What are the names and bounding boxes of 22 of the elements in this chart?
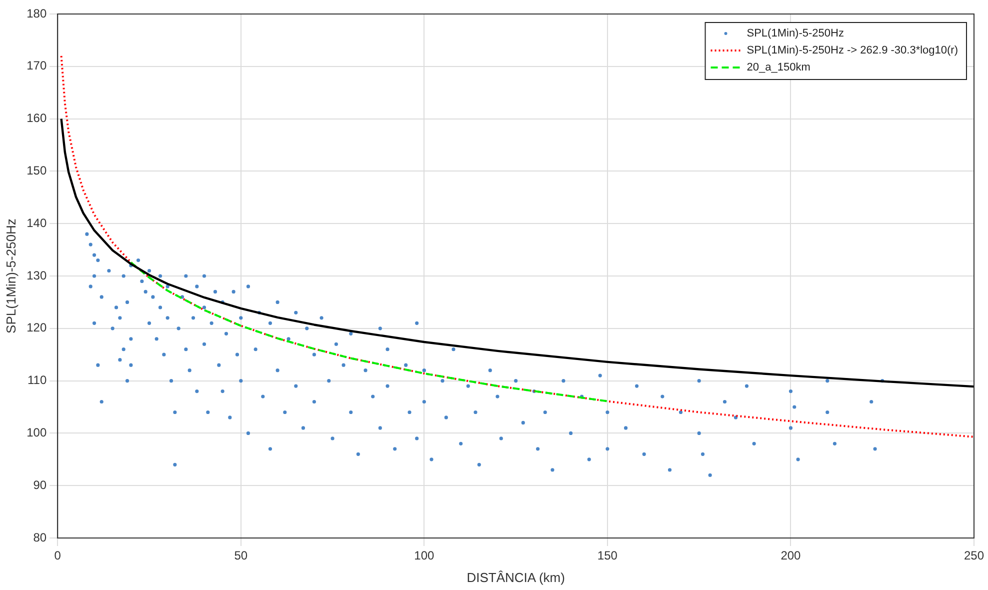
- y-tick-label: 140: [26, 216, 47, 230]
- y-tick-label: 170: [26, 58, 47, 73]
- x-tick-label: 100: [414, 548, 435, 563]
- x-tick-label: 200: [780, 548, 802, 563]
- legend-label: SPL(1Min)-5-250Hz -> 262.9 -30.3*log10(r): [746, 44, 958, 57]
- x-axis-title: DISTÂNCIA (km): [466, 570, 565, 585]
- y-tick-label: 100: [26, 426, 47, 440]
- y-tick-label: 80: [33, 530, 47, 544]
- x-tick-label: 0: [54, 548, 62, 563]
- legend-label: SPL(1Min)-5-250Hz: [746, 28, 844, 40]
- y-tick-label: 110: [27, 373, 47, 388]
- y-tick-label: 120: [26, 320, 47, 335]
- legend-label: 20_a_150km: [746, 62, 810, 74]
- x-tick-label: 250: [964, 548, 984, 563]
- y-tick-label: 130: [26, 268, 47, 282]
- y-axis-title: SPL(1Min)-5-250Hz: [3, 218, 18, 334]
- x-tick-label: 50: [234, 548, 248, 563]
- y-tick-label: 160: [26, 111, 47, 126]
- y-tick-label: 90: [33, 478, 47, 492]
- x-tick-label: 150: [597, 548, 618, 563]
- y-tick-label: 150: [26, 164, 47, 178]
- y-tick-label: 180: [26, 6, 47, 20]
